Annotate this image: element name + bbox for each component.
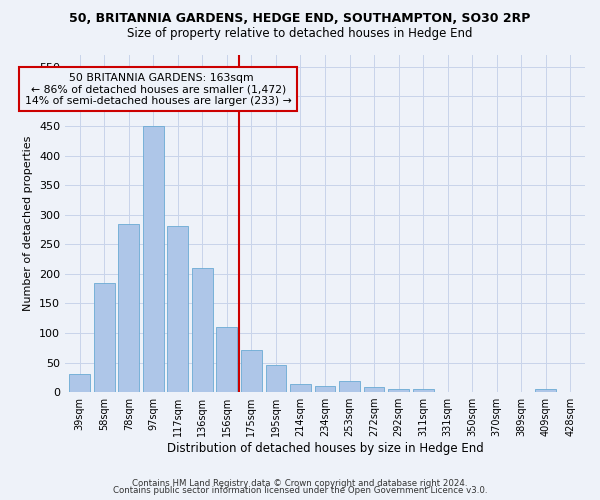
X-axis label: Distribution of detached houses by size in Hedge End: Distribution of detached houses by size … (167, 442, 484, 455)
Text: Contains public sector information licensed under the Open Government Licence v3: Contains public sector information licen… (113, 486, 487, 495)
Bar (192, 268, 213, 392)
Text: 50 BRITANNIA GARDENS: 163sqm
← 86% of detached houses are smaller (1,472)
14% of: 50 BRITANNIA GARDENS: 163sqm ← 86% of de… (25, 72, 292, 106)
Bar (118, 224, 139, 392)
Bar (143, 126, 164, 392)
Y-axis label: Number of detached properties: Number of detached properties (23, 136, 34, 311)
Bar (388, 389, 409, 392)
Bar (413, 389, 434, 392)
Bar (241, 350, 262, 392)
Text: 50, BRITANNIA GARDENS, HEDGE END, SOUTHAMPTON, SO30 2RP: 50, BRITANNIA GARDENS, HEDGE END, SOUTHA… (70, 12, 530, 26)
Bar (94, 282, 115, 392)
Bar (535, 389, 556, 392)
Bar (290, 384, 311, 392)
Bar (266, 366, 286, 392)
Text: Size of property relative to detached houses in Hedge End: Size of property relative to detached ho… (127, 28, 473, 40)
Text: Contains HM Land Registry data © Crown copyright and database right 2024.: Contains HM Land Registry data © Crown c… (132, 478, 468, 488)
Bar (364, 388, 385, 392)
Bar (217, 327, 238, 392)
Bar (167, 226, 188, 392)
Bar (70, 374, 90, 392)
Bar (339, 382, 360, 392)
Bar (314, 386, 335, 392)
